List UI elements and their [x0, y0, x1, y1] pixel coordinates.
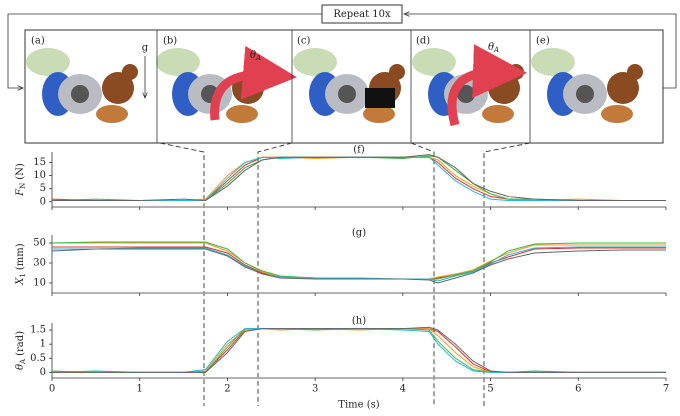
data-line [52, 156, 666, 201]
y-tick-label: 10 [33, 170, 46, 181]
data-line [52, 326, 666, 373]
angle-label: θA [250, 50, 261, 63]
x-tick-label: 7 [663, 384, 669, 395]
angle-label: θA [488, 42, 499, 55]
data-line [51, 248, 666, 284]
chart-title: (g) [352, 228, 366, 239]
loop-arrow [404, 14, 677, 89]
x-tick-label: 0 [49, 384, 55, 395]
y-tick-label: 1.5 [30, 325, 46, 336]
x-axis-label: Time (s) [338, 400, 379, 411]
data-line [51, 328, 666, 373]
x-tick-label: 2 [224, 384, 230, 395]
y-tick-label: 0 [40, 196, 46, 207]
panel-label: (d) [416, 36, 430, 47]
y-label-symbol: F [15, 188, 26, 197]
panel-label: (a) [31, 36, 45, 47]
y-label-sub: 1 [19, 273, 27, 277]
y-tick-label: 15 [33, 157, 46, 168]
x-tick-label: 4 [400, 384, 406, 395]
repeat-label: Repeat 10x [333, 9, 391, 20]
panel-label: (c) [297, 36, 311, 47]
x-tick-label: 5 [487, 384, 493, 395]
y-label-unit: (N) [15, 163, 26, 180]
chart-title: (f) [353, 145, 365, 156]
data-line [51, 328, 666, 373]
y-tick-label: 0 [40, 367, 46, 378]
loop-arrow [7, 13, 322, 88]
y-tick-label: 5 [40, 183, 46, 194]
data-line [52, 328, 666, 373]
y-axis-label: FN (N) [15, 163, 28, 197]
data-line [52, 328, 666, 373]
y-tick-label: 10 [33, 278, 46, 289]
x-tick-label: 6 [575, 384, 581, 395]
y-label-sub: A [19, 358, 27, 365]
time-marker [159, 142, 531, 406]
data-line [52, 154, 666, 201]
y-label-sub: N [19, 183, 27, 189]
y-tick-label: 30 [33, 258, 46, 269]
y-label-unit: (mm) [15, 243, 26, 270]
photo [156, 45, 297, 123]
y-label-symbol: θ [15, 364, 26, 370]
data-line [51, 156, 666, 201]
data-line [52, 246, 666, 280]
photo [412, 44, 527, 127]
x-tick-label: 1 [137, 384, 143, 395]
chart-title: (h) [352, 316, 366, 327]
data-line [51, 155, 666, 201]
panel-label: (b) [163, 36, 177, 47]
y-tick-label: 0.5 [30, 353, 46, 364]
y-axis-label: X1 (mm) [15, 243, 28, 285]
y-tick-label: 50 [33, 238, 46, 249]
y-tick-label: 1 [40, 339, 46, 350]
data-line [52, 156, 666, 201]
panel-label: (e) [536, 36, 550, 47]
y-label-symbol: X [15, 277, 26, 286]
gravity-label: g [142, 43, 149, 54]
panel-divider [156, 30, 531, 143]
data-line [52, 246, 666, 282]
photo [293, 48, 405, 123]
x-tick-label: 3 [312, 384, 318, 395]
y-label-unit: (rad) [15, 331, 26, 356]
y-axis-label: θA (rad) [15, 331, 28, 370]
